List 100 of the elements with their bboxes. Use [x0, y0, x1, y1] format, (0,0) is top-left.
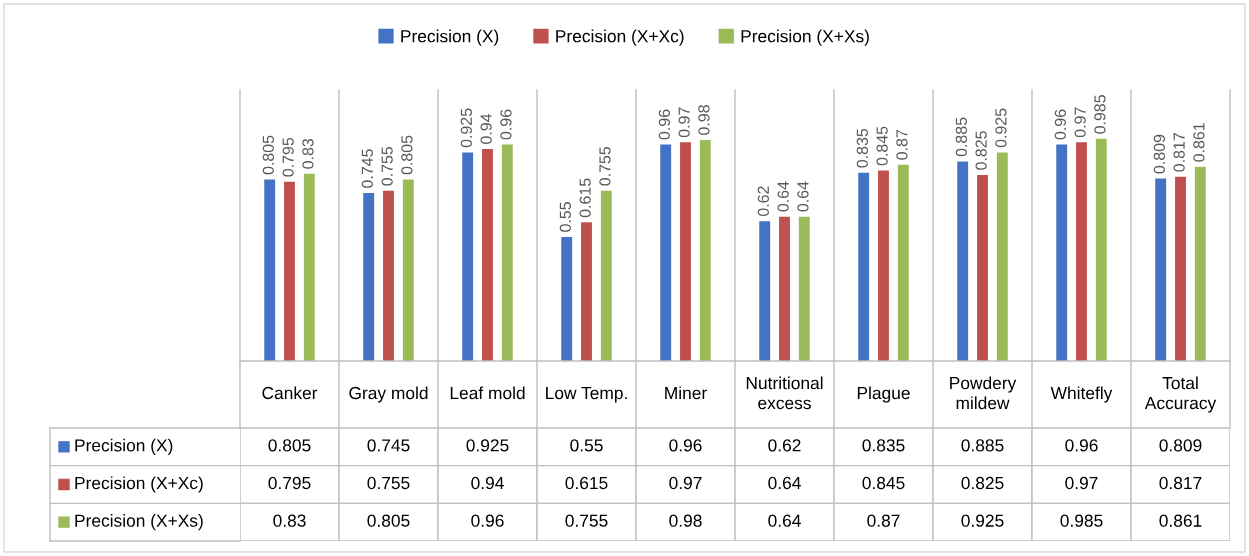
data-label: 0.83 — [302, 138, 314, 169]
data-label: 0.835 — [856, 128, 868, 168]
bar — [1076, 142, 1087, 361]
data-label: 0.87 — [896, 130, 908, 160]
bar — [482, 149, 493, 361]
bar — [759, 221, 771, 361]
bar — [363, 192, 375, 361]
bar — [303, 173, 315, 361]
data-label: 0.62 — [757, 186, 769, 217]
data-label: 0.97 — [669, 476, 702, 490]
data-label: 0.64 — [777, 181, 789, 212]
x-tick-label: Whitefly — [1050, 386, 1113, 403]
data-label: 0.985 — [1094, 95, 1106, 134]
data-label: 0.745 — [367, 439, 410, 452]
data-label: 0.755 — [381, 146, 393, 186]
data-label: 0.805 — [367, 514, 410, 527]
data-label: 0.96 — [471, 514, 504, 527]
x-tick-label: Nutritional excess — [746, 376, 823, 410]
data-label: 0.97 — [678, 107, 690, 138]
data-label: 0.825 — [961, 476, 1004, 490]
data-label: 0.861 — [1193, 123, 1205, 162]
data-label: 0.845 — [862, 476, 905, 490]
x-tick-label: Low Temp. — [546, 387, 627, 403]
data-label: 0.925 — [961, 514, 1004, 527]
x-tick-label: Gray mold — [349, 386, 428, 403]
data-label: 0.55 — [570, 439, 603, 452]
x-tick-label: Powdery mildew — [950, 376, 1017, 410]
x-tick-label: Miner — [665, 386, 707, 400]
data-label: 0.925 — [995, 108, 1007, 148]
data-label: 0.64 — [768, 514, 801, 527]
x-tick-label: Leaf mold — [450, 386, 525, 400]
data-label: 0.825 — [975, 131, 987, 170]
data-label: 0.96 — [1065, 439, 1098, 452]
data-label: 0.97 — [1065, 476, 1098, 490]
data-label: 0.87 — [867, 514, 900, 527]
legend-label: Precision (X+Xc) — [556, 29, 684, 46]
bar — [878, 170, 889, 361]
data-label: 0.97 — [1074, 107, 1086, 138]
bar — [501, 144, 513, 361]
legend-label: Precision (X+Xs) — [741, 29, 869, 46]
bar — [284, 181, 295, 361]
data-label: 0.985 — [1060, 514, 1103, 527]
data-label: 0.925 — [466, 439, 509, 452]
y-tick-label: Precision (X+Xc) — [75, 476, 203, 493]
data-label: 0.615 — [565, 476, 608, 490]
data-label: 0.861 — [1159, 514, 1202, 527]
data-label: 0.817 — [1173, 133, 1185, 172]
data-label: 0.94 — [480, 113, 492, 144]
data-label: 0.795 — [282, 137, 294, 177]
data-label: 0.83 — [273, 514, 306, 527]
bar — [561, 236, 573, 361]
bar — [600, 190, 612, 361]
bar — [1155, 178, 1167, 361]
bar — [680, 142, 691, 361]
data-label: 0.835 — [862, 439, 905, 452]
data-label: 0.755 — [599, 146, 611, 186]
bar — [779, 216, 790, 361]
data-label: 0.805 — [268, 439, 311, 452]
bar — [996, 152, 1008, 361]
bar — [699, 140, 711, 361]
y-tick-label: Precision (X) — [75, 438, 173, 455]
bar — [858, 172, 870, 361]
data-label: 0.809 — [1153, 134, 1165, 174]
data-label: 0.817 — [1159, 476, 1202, 490]
legend-label: Precision (X) — [401, 29, 499, 46]
bar — [1175, 176, 1186, 361]
bar — [660, 144, 672, 361]
bar — [383, 190, 394, 361]
data-label: 0.615 — [579, 178, 591, 218]
data-label: 0.805 — [401, 135, 413, 175]
data-label: 0.98 — [669, 514, 702, 527]
data-label: 0.55 — [559, 202, 571, 232]
bar — [581, 222, 592, 361]
data-label: 0.96 — [658, 109, 670, 140]
bar — [897, 164, 909, 361]
data-label: 0.809 — [1159, 439, 1202, 452]
data-label: 0.745 — [361, 149, 373, 188]
data-label: 0.64 — [797, 181, 809, 212]
data-label: 0.96 — [669, 439, 702, 452]
bar — [1056, 144, 1068, 361]
data-label: 0.96 — [1054, 109, 1066, 140]
bar — [462, 152, 474, 361]
data-label: 0.885 — [955, 117, 967, 157]
data-label: 0.62 — [768, 439, 801, 452]
x-tick-label: Total Accuracy — [1144, 376, 1217, 413]
data-label: 0.795 — [268, 476, 311, 490]
bar — [402, 179, 414, 361]
data-label: 0.885 — [961, 439, 1004, 452]
bar — [1095, 138, 1107, 361]
data-label: 0.96 — [500, 109, 512, 140]
data-label: 0.845 — [876, 126, 888, 166]
data-label: 0.98 — [698, 105, 710, 135]
bar — [957, 161, 969, 361]
data-label: 0.64 — [768, 476, 801, 490]
data-label: 0.755 — [565, 514, 608, 527]
data-label: 0.94 — [471, 476, 504, 490]
bar — [977, 174, 988, 361]
data-label: 0.755 — [367, 476, 410, 490]
bar — [1194, 166, 1206, 361]
y-tick-label: Precision (X+Xs) — [75, 514, 203, 531]
